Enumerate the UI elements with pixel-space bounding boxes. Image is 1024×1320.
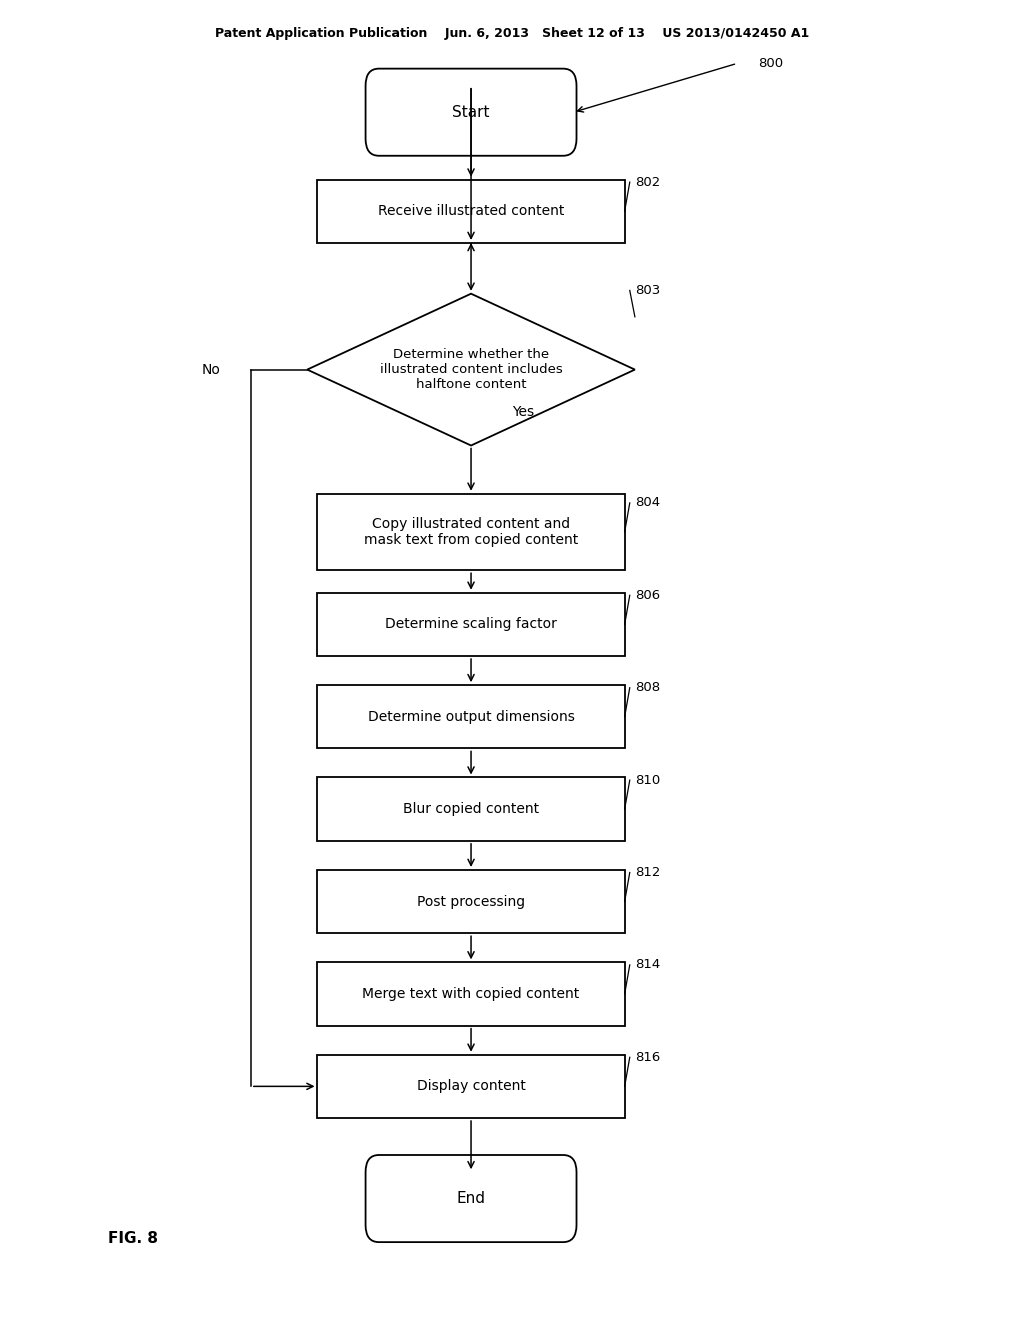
- Text: 803: 803: [635, 284, 660, 297]
- Polygon shape: [317, 494, 625, 570]
- Polygon shape: [317, 685, 625, 748]
- Text: Patent Application Publication    Jun. 6, 2013   Sheet 12 of 13    US 2013/01424: Patent Application Publication Jun. 6, 2…: [215, 26, 809, 40]
- Text: Copy illustrated content and
mask text from copied content: Copy illustrated content and mask text f…: [364, 517, 579, 546]
- Text: Display content: Display content: [417, 1080, 525, 1093]
- Text: 808: 808: [635, 681, 660, 694]
- Polygon shape: [317, 593, 625, 656]
- Text: 816: 816: [635, 1051, 660, 1064]
- Polygon shape: [317, 180, 625, 243]
- Text: 814: 814: [635, 958, 660, 972]
- Text: 812: 812: [635, 866, 660, 879]
- Polygon shape: [317, 962, 625, 1026]
- Text: Post processing: Post processing: [417, 895, 525, 908]
- Text: Determine output dimensions: Determine output dimensions: [368, 710, 574, 723]
- Text: 804: 804: [635, 496, 660, 510]
- Text: 810: 810: [635, 774, 660, 787]
- FancyBboxPatch shape: [366, 69, 577, 156]
- Text: End: End: [457, 1191, 485, 1206]
- Text: Blur copied content: Blur copied content: [403, 803, 539, 816]
- Text: Determine whether the
illustrated content includes
halftone content: Determine whether the illustrated conten…: [380, 348, 562, 391]
- Text: Receive illustrated content: Receive illustrated content: [378, 205, 564, 218]
- Text: Yes: Yes: [512, 405, 535, 420]
- Text: Determine scaling factor: Determine scaling factor: [385, 618, 557, 631]
- Polygon shape: [317, 1055, 625, 1118]
- FancyBboxPatch shape: [366, 1155, 577, 1242]
- Text: FIG. 8: FIG. 8: [109, 1230, 158, 1246]
- Text: Start: Start: [453, 104, 489, 120]
- Text: 806: 806: [635, 589, 660, 602]
- Polygon shape: [317, 870, 625, 933]
- Text: 802: 802: [635, 176, 660, 189]
- Text: No: No: [202, 363, 220, 376]
- Text: Merge text with copied content: Merge text with copied content: [362, 987, 580, 1001]
- Polygon shape: [317, 777, 625, 841]
- Text: 800: 800: [758, 57, 783, 70]
- Polygon shape: [307, 294, 635, 446]
